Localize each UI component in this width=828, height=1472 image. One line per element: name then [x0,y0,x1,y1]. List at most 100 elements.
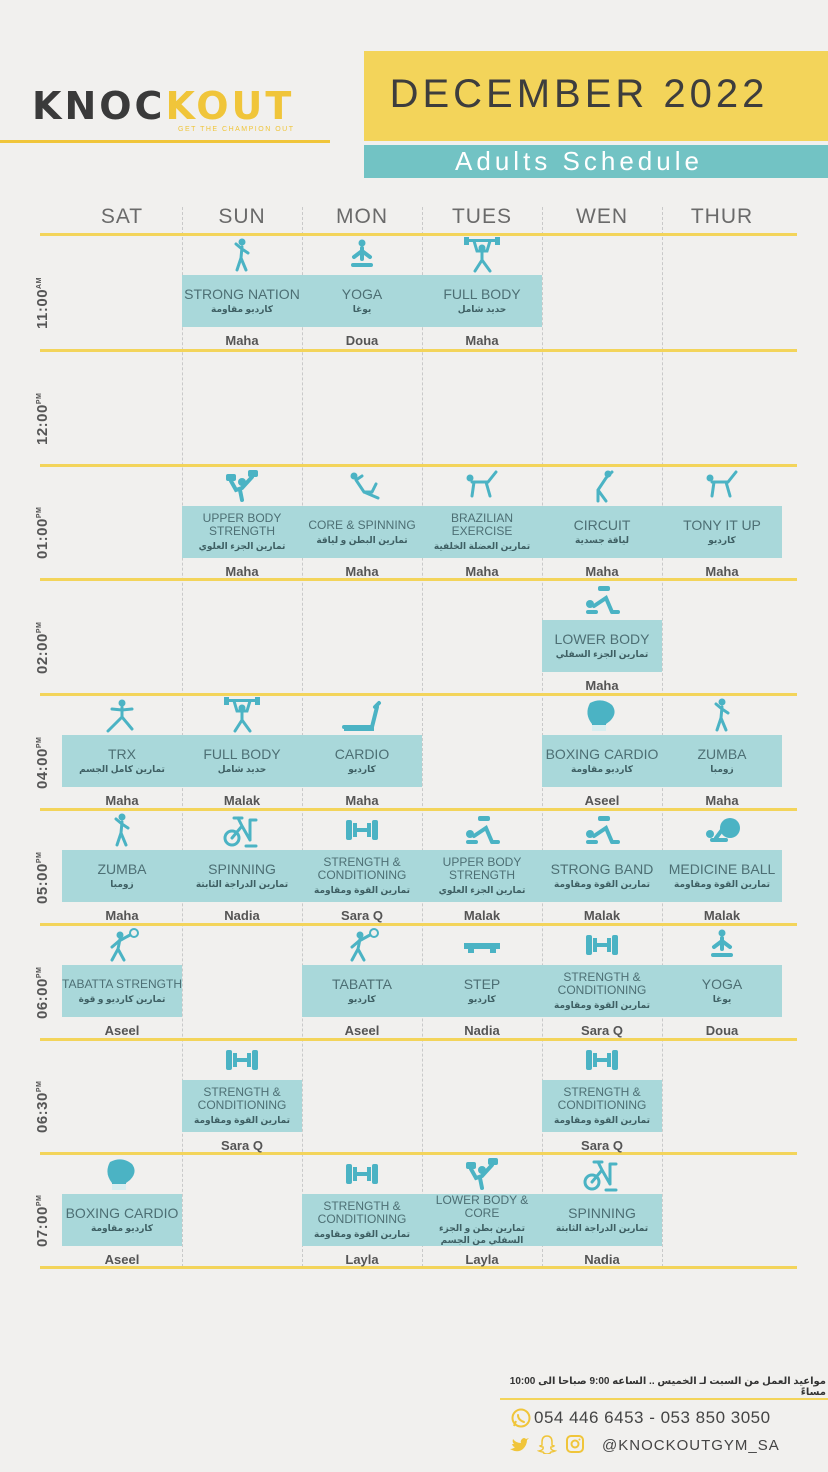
instructor-name: Maha [225,564,259,579]
class-name: STRONG NATION [184,286,300,302]
time-suffix: PM [36,1194,43,1207]
class-cell[interactable]: BRAZILIAN EXERCISE تمارين العضلة الخلفية [422,506,542,558]
whatsapp-icon [511,1408,531,1428]
kickback-icon [706,470,738,498]
class-name-arabic: كارديو [348,764,376,774]
class-cell[interactable]: CIRCUIT لياقة جسدية [542,506,662,558]
class-cell[interactable]: FULL BODY حديد شامل [182,735,302,787]
class-cell[interactable]: CORE & SPINNING تمارين البطن و لياقة [302,506,422,558]
class-cell[interactable]: BOXING CARDIO كارديو مقاومة [542,735,662,787]
instructor-name: Sara Q [581,1023,623,1038]
class-name: LOWER BODY [554,631,650,647]
class-name: STRENGTH & CONDITIONING [197,1085,287,1112]
class-name-arabic: تمارين القوة ومقاومة [554,879,650,889]
row-divider [40,1038,797,1041]
class-cell[interactable]: STRENGTH & CONDITIONING تمارين القوة ومقا… [542,965,662,1017]
class-cell[interactable]: STEP كارديو [422,965,542,1017]
class-band [542,506,662,558]
instructor-name: Maha [225,333,259,348]
class-band [182,506,302,558]
class-cell[interactable]: CARDIO كارديو [302,735,422,787]
class-cell[interactable]: YOGA يوغا [662,965,782,1017]
class-cell[interactable]: FULL BODY حديد شامل [422,275,542,327]
row-divider [40,349,797,352]
class-name-arabic: تمارين القوة ومقاومة [554,1000,650,1010]
class-name-arabic: كارديو [348,994,376,1004]
instructor-name: Malak [583,908,621,923]
time-label: 12:00PM [34,365,54,444]
spin-bike-icon [223,816,258,848]
instructor-name: Nadia [464,1023,500,1038]
time-suffix: PM [36,621,43,633]
class-band [542,1080,662,1132]
day-header-wen: WEN [576,205,628,228]
glute-bridge-icon [586,586,620,614]
snapchat-icon[interactable] [537,1434,557,1454]
twitter-icon[interactable] [510,1436,530,1454]
class-cell[interactable]: STRENGTH & CONDITIONING تمارين القوة ومقا… [542,1080,662,1132]
class-band [182,850,302,902]
instagram-icon[interactable] [565,1434,585,1454]
class-name-arabic: تمارين القوة ومقاومة [674,879,770,889]
time-value: 11:00 [34,288,51,329]
time-label: 04:00PM [34,709,54,789]
day-header-sun: SUN [218,205,266,228]
class-cell[interactable]: TONY IT UP كارديو [662,506,782,558]
medicine-ball-icon [706,818,740,842]
class-name: STRENGTH & CONDITIONING [317,1199,407,1226]
class-band [662,965,782,1017]
class-band [62,965,182,1017]
class-cell[interactable]: STRONG NATION كارديو مقاومة [182,275,302,327]
month-title: DECEMBER 2022 [389,72,769,116]
class-band [542,965,662,1017]
class-cell[interactable]: STRENGTH & CONDITIONING تمارين القوة ومقا… [302,1194,422,1246]
class-name-arabic: تمارين الدراجة الثابتة [555,1223,649,1233]
barbell-icon [226,1050,258,1070]
class-cell[interactable]: UPPER BODY STRENGTH تمارين الجزء العلوي [422,850,542,902]
class-name: BRAZILIAN EXERCISE [450,511,513,538]
class-cell[interactable]: STRENGTH & CONDITIONING تمارين القوة ومقا… [182,1080,302,1132]
class-band [302,1194,422,1246]
class-cell[interactable]: STRONG BAND تمارين القوة ومقاومة [542,850,662,902]
yoga-icon [351,239,373,267]
time-value: 04:00 [34,747,51,789]
class-cell[interactable]: MEDICINE BALL تمارين القوة ومقاومة [662,850,782,902]
class-cell[interactable]: LOWER BODY تمارين الجزء السفلي [542,620,662,672]
class-name-arabic: تمارين القوة ومقاومة [554,1115,650,1125]
class-cell[interactable]: STRENGTH & CONDITIONING تمارين القوة ومقا… [302,850,422,902]
row-divider [40,464,797,467]
class-cell[interactable]: ZUMBA زومبا [662,735,782,787]
instructor-name: Malak [223,793,261,808]
class-cell[interactable]: ZUMBA زومبا [62,850,182,902]
class-band [422,1194,542,1246]
kickback-icon [466,470,498,498]
class-band [542,735,662,787]
class-name: SPINNING [568,1205,636,1221]
social-handle[interactable]: @KNOCKOUTGYM_SA [602,1437,780,1454]
class-name: FULL BODY [443,286,521,302]
class-cell[interactable]: YOGA يوغا [302,275,422,327]
time-value: 02:00 [34,632,51,674]
instructor-name: Maha [705,793,739,808]
class-cell[interactable]: UPPER BODY STRENGTH تمارين الجزء العلوي [182,506,302,558]
class-cell[interactable]: SPINNING تمارين الدراجة الثابتة [182,850,302,902]
class-cell[interactable]: LOWER BODY & CORE تمارين بطن و الجزء السف… [422,1194,542,1246]
logo-part1: KNOC [32,84,166,128]
class-cell[interactable]: TRX تمارين كامل الجسم [62,735,182,787]
class-cell[interactable]: BOXING CARDIO كارديو مقاومة [62,1194,182,1246]
class-name: UPPER BODY STRENGTH [202,511,282,538]
logo-underline [0,140,330,143]
class-cell[interactable]: SPINNING تمارين الدراجة الثابتة [542,1194,662,1246]
row-divider [40,693,797,696]
class-cell[interactable]: TABATTA STRENGTH تمارين كارديو و قوة [62,965,182,1017]
treadmill-icon [342,701,381,731]
instructor-name: Maha [105,793,139,808]
footer-divider [500,1398,828,1400]
instructor-name: Layla [345,1252,379,1267]
class-name-arabic: تمارين بطن و الجزء السفلي من الجسم [439,1223,525,1245]
class-name-arabic: تمارين الجزء العلوي [438,885,526,895]
class-name-arabic: تمارين العضلة الخلفية [433,541,531,551]
class-cell[interactable]: TABATTA كارديو [302,965,422,1017]
row-divider [40,578,797,581]
phone-numbers[interactable]: 054 446 6453 - 053 850 3050 [534,1408,771,1427]
